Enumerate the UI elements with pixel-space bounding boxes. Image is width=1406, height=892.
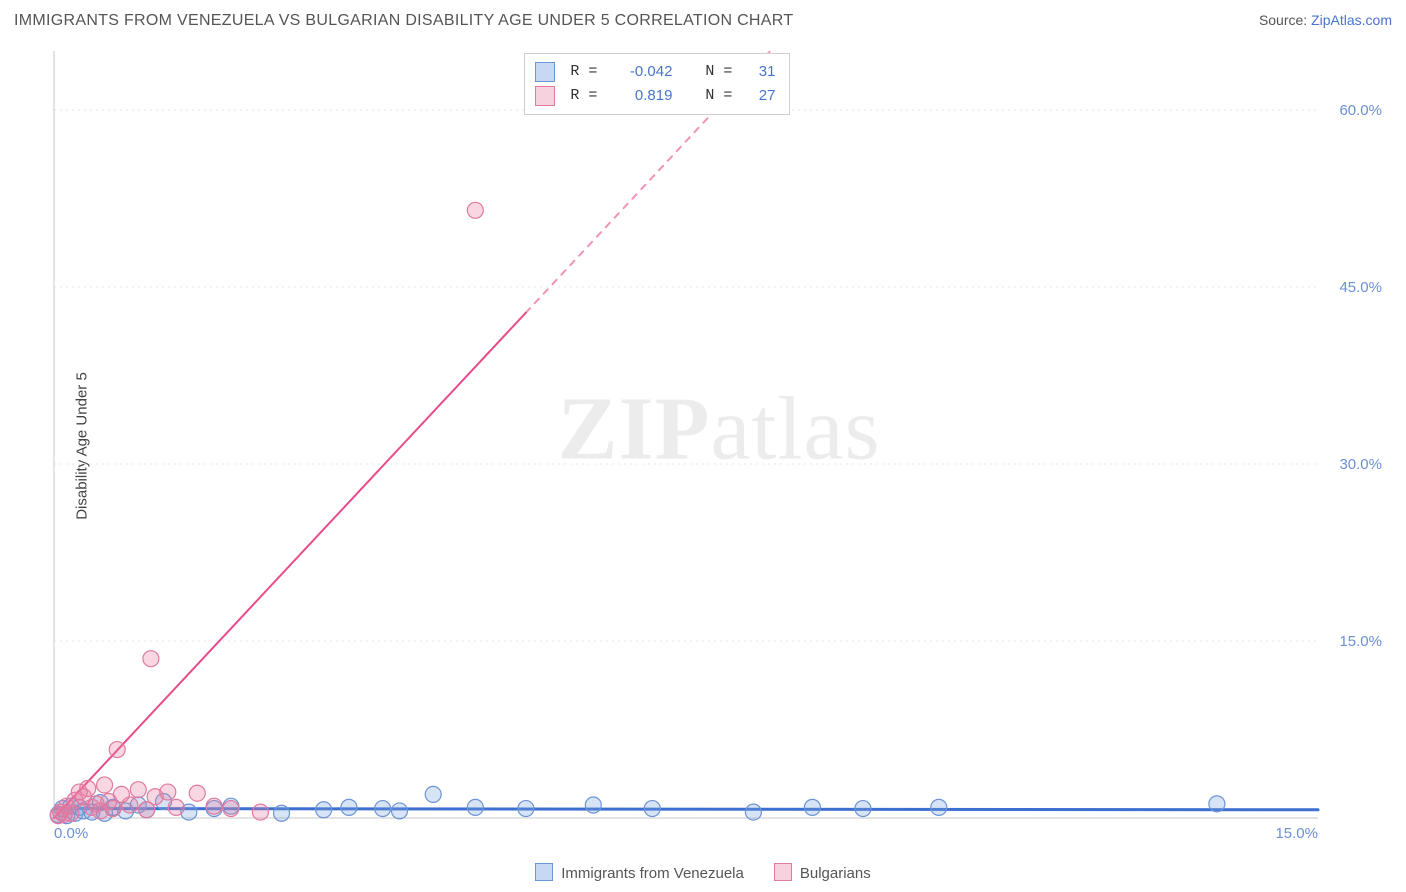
legend-swatch-venezuela (535, 863, 553, 881)
legend-label-venezuela: Immigrants from Venezuela (561, 865, 744, 882)
correlation-legend: R = -0.042 N = 31 R = 0.819 N = 27 (524, 53, 790, 115)
plot-area: 15.0%30.0%45.0%60.0%0.0%15.0% ZIPatlas R… (48, 45, 1390, 844)
y-tick-label: 60.0% (1339, 102, 1382, 119)
y-tick-label: 45.0% (1339, 279, 1382, 296)
corr-r-label: R = (561, 84, 606, 108)
chart-svg: 15.0% 30.0% 45.0% 60.0% 0.0% 15.0% (48, 45, 1390, 844)
data-point-venezuela (804, 799, 820, 815)
data-point-bulgarians (252, 804, 268, 820)
y-tick-label: 30.0% (1339, 456, 1382, 473)
legend-label-bulgarians: Bulgarians (800, 865, 871, 882)
data-point-venezuela (1209, 796, 1225, 812)
bottom-legend: Immigrants from Venezuela Bulgarians (0, 863, 1406, 882)
corr-r-value-venezuela: -0.042 (612, 60, 672, 84)
chart-title: IMMIGRANTS FROM VENEZUELA VS BULGARIAN D… (14, 12, 793, 30)
data-point-venezuela (931, 799, 947, 815)
data-point-venezuela (644, 801, 660, 817)
data-point-bulgarians (109, 742, 125, 758)
data-point-venezuela (274, 805, 290, 821)
data-point-venezuela (316, 802, 332, 818)
data-point-bulgarians (168, 799, 184, 815)
data-point-venezuela (745, 804, 761, 820)
data-point-venezuela (391, 803, 407, 819)
data-point-bulgarians (80, 781, 96, 797)
data-point-venezuela (585, 797, 601, 813)
data-point-bulgarians (206, 798, 222, 814)
data-point-bulgarians (143, 651, 159, 667)
data-point-venezuela (375, 801, 391, 817)
corr-n-label: N = (678, 84, 741, 108)
corr-legend-row-bulgarians: R = 0.819 N = 27 (535, 84, 775, 108)
regression-line-venezuela (54, 809, 1318, 810)
data-point-bulgarians (467, 202, 483, 218)
data-point-venezuela (467, 799, 483, 815)
data-point-bulgarians (130, 782, 146, 798)
corr-n-label: N = (678, 60, 741, 84)
legend-swatch-venezuela (535, 62, 555, 82)
legend-item-bulgarians: Bulgarians (774, 863, 871, 882)
data-point-bulgarians (160, 784, 176, 800)
source-label: Source: (1259, 12, 1311, 28)
legend-swatch-bulgarians (535, 86, 555, 106)
regression-line-bulgarians (54, 313, 526, 818)
data-point-bulgarians (223, 801, 239, 817)
source-link[interactable]: ZipAtlas.com (1311, 12, 1392, 28)
data-point-bulgarians (105, 801, 121, 817)
data-point-bulgarians (189, 785, 205, 801)
x-tick-label: 0.0% (54, 825, 88, 842)
data-point-venezuela (855, 801, 871, 817)
data-point-venezuela (425, 786, 441, 802)
data-point-venezuela (518, 801, 534, 817)
legend-item-venezuela: Immigrants from Venezuela (535, 863, 744, 882)
corr-r-label: R = (561, 60, 606, 84)
source-attribution: Source: ZipAtlas.com (1259, 12, 1392, 28)
y-tick-label: 15.0% (1339, 633, 1382, 650)
x-tick-label: 15.0% (1275, 825, 1318, 842)
corr-legend-row-venezuela: R = -0.042 N = 31 (535, 60, 775, 84)
corr-r-value-bulgarians: 0.819 (612, 84, 672, 108)
data-point-venezuela (341, 799, 357, 815)
corr-n-value-bulgarians: 27 (747, 84, 775, 108)
data-point-bulgarians (122, 797, 138, 813)
corr-n-value-venezuela: 31 (747, 60, 775, 84)
data-point-bulgarians (97, 777, 113, 793)
legend-swatch-bulgarians (774, 863, 792, 881)
